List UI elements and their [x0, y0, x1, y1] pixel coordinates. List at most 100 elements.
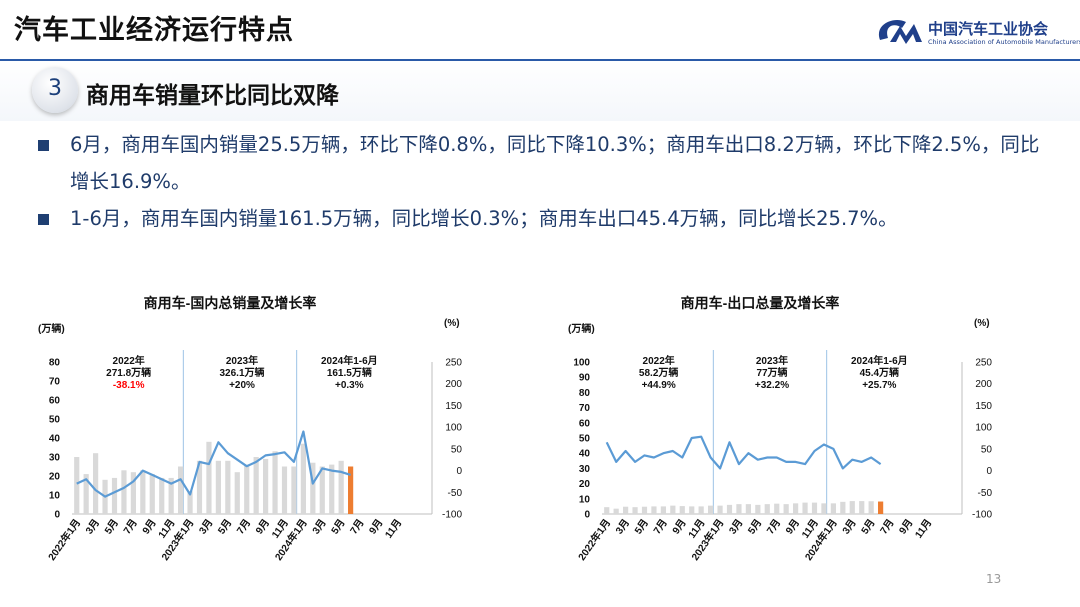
bar: [310, 462, 316, 514]
bar: [840, 501, 846, 514]
bar: [74, 457, 80, 514]
left-tick-label: 50: [49, 415, 61, 426]
bar: [225, 460, 231, 514]
right-tick-label: 0: [456, 466, 462, 477]
x-tick-label: 9月: [670, 517, 689, 537]
annotation-total: 58.2万辆: [639, 366, 678, 379]
x-tick-label: 11月: [913, 517, 935, 541]
bar: [708, 505, 714, 514]
bar: [93, 453, 99, 514]
x-tick-label: 9月: [897, 517, 916, 537]
bar: [338, 460, 344, 514]
x-tick-label: 5月: [746, 517, 765, 537]
logo-english-name: China Association of Automobile Manufact…: [928, 38, 1080, 46]
left-tick-label: 40: [579, 449, 591, 460]
annotation-year: 2023年: [756, 354, 788, 367]
left-tick-label: 20: [579, 479, 591, 490]
right-tick-label: 200: [975, 379, 992, 390]
bar: [660, 506, 666, 514]
bar: [130, 472, 136, 514]
bar: [651, 506, 657, 514]
bar: [783, 504, 789, 514]
left-tick-label: 100: [573, 358, 590, 369]
export-volume-chart: 商用车-出口总量及增长率 (万辆) (%) 0 10 20 30 40 50 60 70 80 90 10…: [568, 295, 993, 563]
bar: [149, 474, 155, 514]
x-tick-label: 7月: [121, 517, 140, 537]
x-tick-label: 3月: [727, 517, 746, 537]
bar: [140, 470, 146, 514]
annotation-year: 2024年1-6月: [321, 354, 378, 367]
left-tick-label: 0: [584, 510, 590, 521]
bullet-list: 6月，商用车国内销量25.5万辆，环比下降0.8%，同比下降10.3%；商用车出…: [28, 126, 1058, 237]
bar: [755, 504, 761, 514]
bar: [253, 457, 259, 514]
bar: [178, 466, 184, 514]
bar: [613, 508, 619, 514]
x-tick-label: 7月: [651, 517, 670, 537]
annotation-growth: +0.3%: [335, 380, 364, 391]
right-tick-label: 150: [445, 401, 462, 412]
x-tick-label: 7月: [878, 517, 897, 537]
annotation-year: 2022年: [113, 354, 145, 367]
left-tick-label: 10: [579, 494, 591, 505]
bar: [793, 503, 799, 514]
bullet-text: 6月，商用车国内销量25.5万辆，环比下降0.8%，同比下降10.3%；商用车出…: [70, 133, 1040, 193]
bar: [329, 464, 335, 514]
left-tick-label: 30: [49, 453, 61, 464]
caam-logo-icon: [878, 20, 922, 44]
bar: [272, 451, 278, 514]
x-tick-label: 7月: [234, 517, 253, 537]
section-number-badge: 3: [32, 67, 78, 113]
x-tick-label: 2022年1月: [575, 516, 613, 563]
right-tick-label: -100: [972, 510, 992, 521]
x-tick-label: 2022年1月: [45, 516, 83, 563]
bar: [802, 502, 808, 514]
annotation-growth: +44.9%: [642, 380, 676, 391]
x-tick-label: 9月: [253, 517, 272, 537]
x-tick-label: 5月: [632, 517, 651, 537]
x-tick-label: 3月: [310, 517, 329, 537]
x-tick-label: 5月: [102, 517, 121, 537]
left-tick-label: 60: [579, 418, 591, 429]
bullet-square-icon: [38, 214, 49, 225]
left-tick-label: 70: [49, 377, 61, 388]
bullet-item: 1-6月，商用车国内销量161.5万辆，同比增长0.3%；商用车出口45.4万辆…: [28, 200, 1058, 237]
right-tick-label: -50: [448, 488, 463, 499]
right-tick-label: 50: [981, 444, 993, 455]
bar: [811, 502, 818, 514]
annotation-year: 2024年1-6月: [851, 354, 908, 367]
bullet-item: 6月，商用车国内销量25.5万辆，环比下降0.8%，同比下降10.3%；商用车出…: [28, 126, 1058, 200]
caam-logo: 中国汽车工业协会 China Association of Automobile…: [872, 14, 1080, 54]
x-tick-label: 3月: [197, 517, 216, 537]
bar: [679, 506, 685, 514]
annotation-year: 2023年: [226, 354, 258, 367]
header-divider: [0, 59, 1080, 61]
bar: [215, 460, 221, 514]
bar: [859, 501, 865, 514]
page-title: 汽车工业经济运行特点: [14, 15, 294, 46]
bar: [689, 506, 695, 514]
bar: [604, 507, 610, 514]
bar: [821, 503, 827, 514]
bar: [83, 474, 89, 514]
left-tick-label: 40: [49, 434, 61, 445]
left-tick-label: 10: [49, 491, 61, 502]
right-tick-label: 100: [975, 423, 992, 434]
x-tick-label: 5月: [859, 517, 878, 537]
right-tick-label: 250: [975, 358, 992, 369]
chart-title: 商用车-国内总销量及增长率: [144, 295, 317, 311]
x-tick-label: 7月: [764, 517, 783, 537]
bar: [111, 477, 118, 514]
bar: [319, 466, 325, 514]
bar: [830, 503, 836, 514]
annotation-total: 77万辆: [756, 366, 787, 379]
x-tick-label: 9月: [140, 517, 159, 537]
left-tick-label: 20: [49, 472, 61, 483]
right-tick-label: 100: [445, 423, 462, 434]
bar: [300, 443, 306, 514]
left-tick-label: 0: [54, 510, 60, 521]
right-tick-label: 150: [975, 401, 992, 412]
bar-current-month: [878, 501, 884, 514]
bar: [726, 504, 733, 514]
annotation-total: 45.4万辆: [860, 366, 899, 379]
